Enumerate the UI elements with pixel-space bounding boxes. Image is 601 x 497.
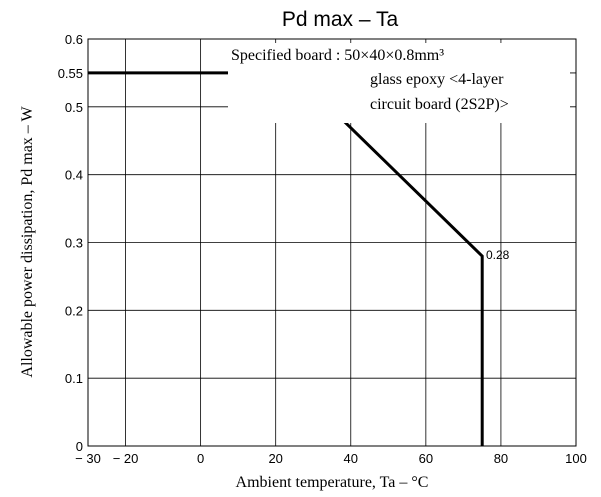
y-tick-label: 0: [76, 439, 83, 454]
y-tick-labels: 0 0.1 0.2 0.3 0.4 0.5 0.55 0.6: [58, 32, 83, 454]
board-annotation-line-1: Specified board : 50×40×0.8mm³: [231, 47, 444, 64]
chart-title: Pd max – Ta: [282, 8, 399, 31]
x-tick-label: − 20: [113, 451, 139, 466]
point-label-0-28: 0.28: [486, 248, 510, 262]
board-annotation-line-2: glass epoxy <4-layer: [370, 71, 504, 88]
x-tick-label: 20: [268, 451, 282, 466]
x-tick-label: − 30: [75, 451, 101, 466]
y-axis-label: Allowable power dissipation, Pd max – W: [19, 105, 36, 377]
board-annotation-line-3: circuit board (2S2P)>: [370, 96, 509, 113]
y-tick-label: 0.3: [65, 236, 83, 251]
y-tick-label: 0.5: [65, 100, 83, 115]
y-tick-label: 0.4: [65, 168, 83, 183]
y-tick-label: 0.6: [65, 32, 83, 47]
series-line: [88, 71, 484, 446]
x-axis-label: Ambient temperature, Ta – °C: [236, 474, 429, 491]
x-tick-label: 100: [565, 451, 587, 466]
y-tick-label: 0.2: [65, 303, 83, 318]
x-tick-label: 60: [419, 451, 433, 466]
y-tick-label: 0.55: [58, 66, 83, 81]
x-tick-labels: − 30 − 20 0 20 40 60 80 100: [75, 451, 587, 466]
x-tick-label: 40: [344, 451, 358, 466]
annotation-backdrop: [228, 43, 570, 123]
y-tick-label: 0.1: [65, 371, 83, 386]
x-tick-label: 0: [197, 451, 204, 466]
x-tick-label: 80: [494, 451, 508, 466]
